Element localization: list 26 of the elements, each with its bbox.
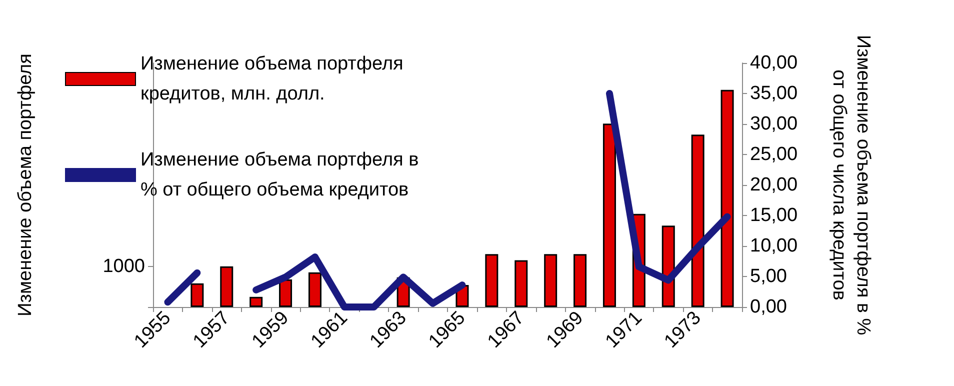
y2-tick-label: 30,00 [750, 114, 798, 134]
bar [574, 254, 587, 307]
bar [220, 266, 234, 307]
y2-axis-title: Изменение объема портфеля в % от общего числа кредитов [828, 34, 874, 336]
bar [250, 296, 263, 307]
y-axis-title: Изменение объема портфеля [15, 54, 36, 316]
y2-tick-label: 25,00 [750, 144, 798, 165]
bar [190, 283, 204, 307]
bar [602, 124, 616, 307]
bar [279, 279, 292, 307]
y2-tick-label: 40,00 [750, 52, 798, 74]
y2-tick-label: 0,00 [750, 296, 787, 318]
legend-label: Изменение объема портфеля кредитов, млн. долл. [140, 54, 409, 104]
y2-tick-label: 35,00 [750, 83, 798, 104]
bar [720, 90, 734, 307]
y2-tick-label: 10,00 [750, 236, 798, 256]
y2-tick-label: 5,00 [750, 266, 787, 287]
y2-tick-label: 15,00 [750, 205, 798, 226]
y2-tick-label: 20,00 [750, 174, 798, 196]
legend-label: Изменение объема портфеля в % от общего объема кредитов [140, 150, 424, 200]
bar [485, 254, 498, 307]
bar [544, 254, 558, 307]
bar [514, 260, 528, 307]
y-tick-label: 1000 [102, 256, 145, 277]
bar [308, 272, 322, 307]
bar [691, 134, 704, 307]
